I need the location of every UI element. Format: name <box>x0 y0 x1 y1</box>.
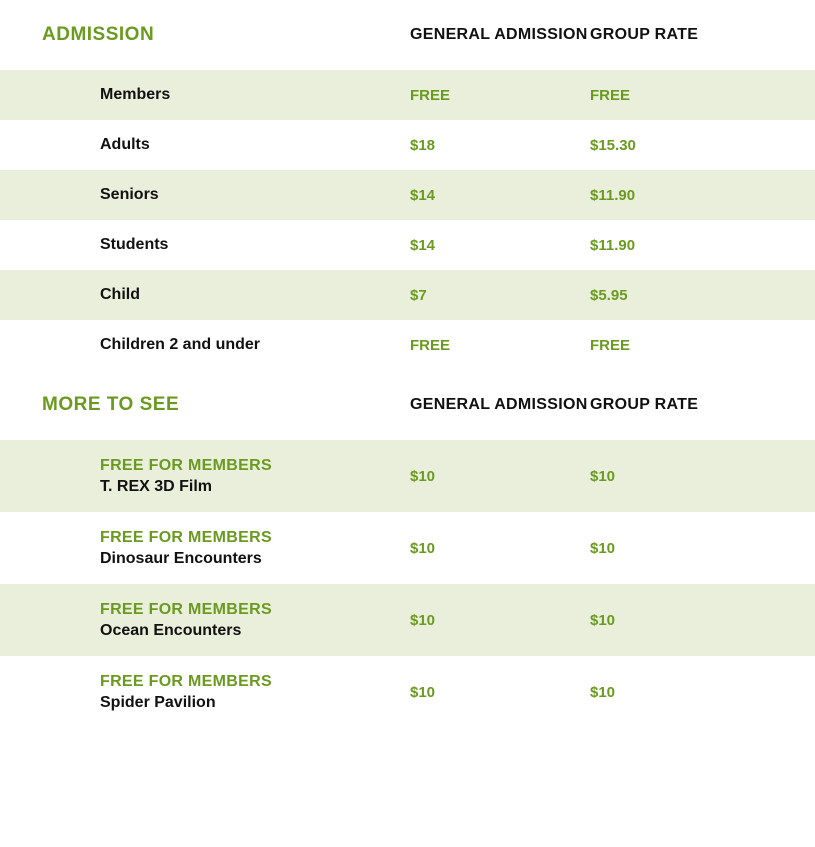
table-row: Child$7$5.95 <box>0 270 815 320</box>
more-title: MORE TO SEE <box>0 394 410 416</box>
table-row: FREE FOR MEMBERSDinosaur Encounters$10$1… <box>0 512 815 584</box>
more-col-group: GROUP RATE <box>590 395 770 414</box>
table-row: Students$14$11.90 <box>0 220 815 270</box>
table-row: FREE FOR MEMBERST. REX 3D Film$10$10 <box>0 440 815 512</box>
price-group: FREE <box>590 337 770 354</box>
price-group: $10 <box>590 468 770 485</box>
price-general: $14 <box>410 237 590 254</box>
price-general: $10 <box>410 468 590 485</box>
row-label: Children 2 and under <box>100 336 410 354</box>
price-group: $10 <box>590 540 770 557</box>
attraction-name: T. REX 3D Film <box>100 478 410 496</box>
table-row: FREE FOR MEMBERSSpider Pavilion$10$10 <box>0 656 815 728</box>
more-header-row: MORE TO SEE GENERAL ADMISSION GROUP RATE <box>0 370 815 440</box>
price-group: $10 <box>590 612 770 629</box>
admission-col-group: GROUP RATE <box>590 25 770 44</box>
row-label: FREE FOR MEMBERS Ocean Encounters <box>100 600 410 639</box>
price-general: $10 <box>410 540 590 557</box>
pricing-table: ADMISSION GENERAL ADMISSION GROUP RATE M… <box>0 0 815 728</box>
row-label: Students <box>100 236 410 254</box>
member-badge: FREE FOR MEMBERS <box>100 528 410 547</box>
price-general: $14 <box>410 187 590 204</box>
price-general: $10 <box>410 684 590 701</box>
row-label: FREE FOR MEMBERS Spider Pavilion <box>100 672 410 711</box>
price-general: FREE <box>410 337 590 354</box>
row-label: Adults <box>100 136 410 154</box>
more-rows: FREE FOR MEMBERST. REX 3D Film$10$10FREE… <box>0 440 815 728</box>
row-label: Members <box>100 86 410 104</box>
member-badge: FREE FOR MEMBERS <box>100 456 410 475</box>
attraction-name: Spider Pavilion <box>100 694 410 712</box>
admission-title: ADMISSION <box>0 24 410 46</box>
price-group: $10 <box>590 684 770 701</box>
price-group: $5.95 <box>590 287 770 304</box>
price-general: FREE <box>410 87 590 104</box>
row-label: FREE FOR MEMBERS Dinosaur Encounters <box>100 528 410 567</box>
table-row: Adults$18$15.30 <box>0 120 815 170</box>
price-general: $10 <box>410 612 590 629</box>
price-group: FREE <box>590 87 770 104</box>
row-label: FREE FOR MEMBERS T. REX 3D Film <box>100 456 410 495</box>
more-col-general: GENERAL ADMISSION <box>410 395 590 414</box>
admission-col-general: GENERAL ADMISSION <box>410 25 590 44</box>
table-row: MembersFREEFREE <box>0 70 815 120</box>
table-row: Children 2 and underFREEFREE <box>0 320 815 370</box>
row-label: Seniors <box>100 186 410 204</box>
price-group: $11.90 <box>590 187 770 204</box>
row-label: Child <box>100 286 410 304</box>
member-badge: FREE FOR MEMBERS <box>100 600 410 619</box>
member-badge: FREE FOR MEMBERS <box>100 672 410 691</box>
admission-header-row: ADMISSION GENERAL ADMISSION GROUP RATE <box>0 0 815 70</box>
attraction-name: Dinosaur Encounters <box>100 550 410 568</box>
price-group: $11.90 <box>590 237 770 254</box>
price-general: $18 <box>410 137 590 154</box>
price-general: $7 <box>410 287 590 304</box>
attraction-name: Ocean Encounters <box>100 622 410 640</box>
table-row: FREE FOR MEMBERSOcean Encounters$10$10 <box>0 584 815 656</box>
table-row: Seniors$14$11.90 <box>0 170 815 220</box>
price-group: $15.30 <box>590 137 770 154</box>
admission-rows: MembersFREEFREEAdults$18$15.30Seniors$14… <box>0 70 815 370</box>
